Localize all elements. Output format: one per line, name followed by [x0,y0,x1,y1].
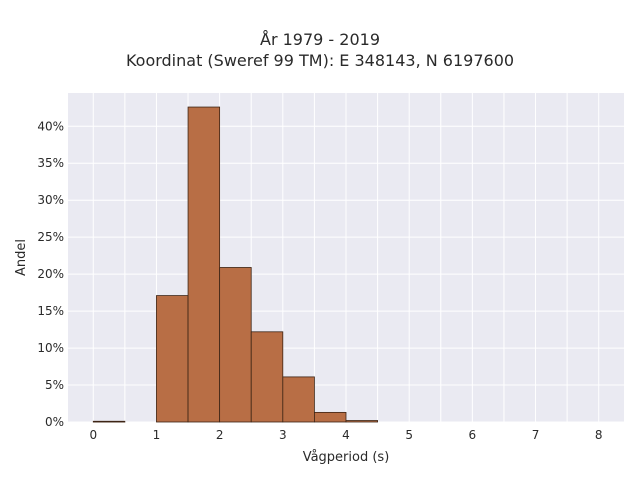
histogram-bar [345,420,378,423]
y-tick-label: 40% [37,119,64,133]
y-tick-label: 0% [45,415,64,429]
chart-title: År 1979 - 2019 [260,30,380,49]
x-tick-label: 4 [342,428,350,442]
histogram-bar [219,267,252,423]
x-axis-label: Vågperiod (s) [303,450,390,465]
histogram-bar [92,420,126,423]
y-tick-label: 15% [37,304,64,318]
histogram-bar [282,376,315,423]
y-tick-label: 25% [37,230,64,244]
y-tick-label: 10% [37,341,64,355]
y-tick-label: 35% [37,156,64,170]
x-tick-label: 7 [532,428,540,442]
y-tick-label: 30% [37,193,64,207]
y-tick-label: 5% [45,378,64,392]
histogram-bar [156,295,189,423]
x-tick-label: 3 [279,428,287,442]
chart-subtitle: Koordinat (Sweref 99 TM): E 348143, N 61… [125,51,515,70]
x-tick-label: 6 [469,428,477,442]
histogram-bar [314,411,347,423]
histogram-bar [250,331,284,423]
x-tick-label: 5 [405,428,413,442]
y-tick-label: 20% [37,267,64,281]
x-tick-label: 1 [153,428,161,442]
x-tick-label: 8 [595,428,603,442]
y-axis-label: Andel [14,239,29,276]
x-tick-label: 0 [89,428,97,442]
x-tick-label: 2 [216,428,224,442]
histogram-bar [187,106,221,423]
